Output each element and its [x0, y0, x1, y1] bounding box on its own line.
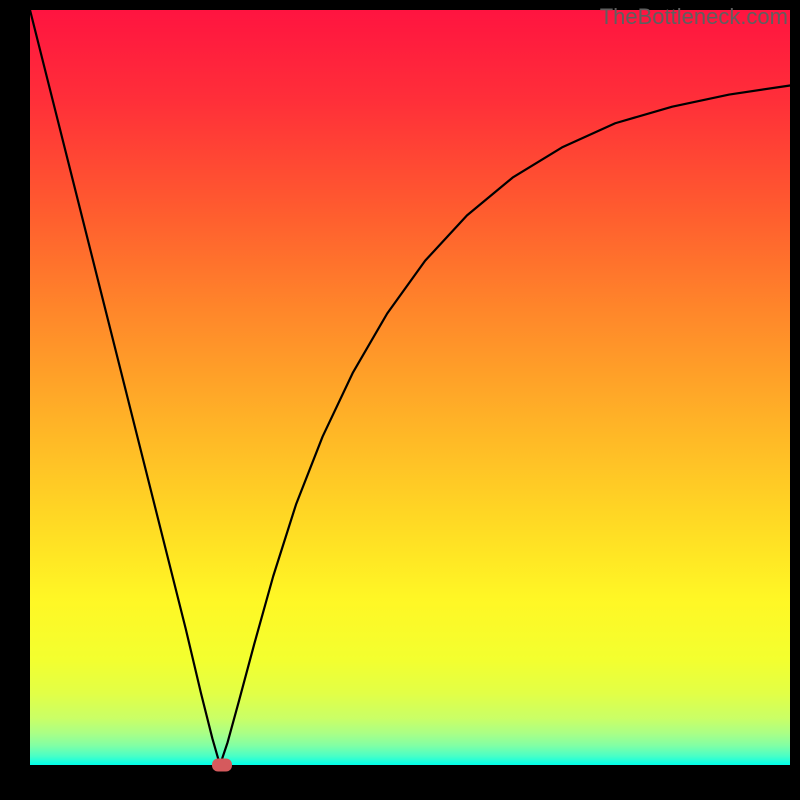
chart-container: TheBottleneck.com — [0, 0, 800, 800]
watermark-text: TheBottleneck.com — [600, 4, 788, 30]
plot-frame — [0, 0, 800, 800]
minimum-marker — [212, 759, 232, 772]
bottleneck-curve — [30, 10, 790, 765]
plot-area — [30, 10, 790, 765]
